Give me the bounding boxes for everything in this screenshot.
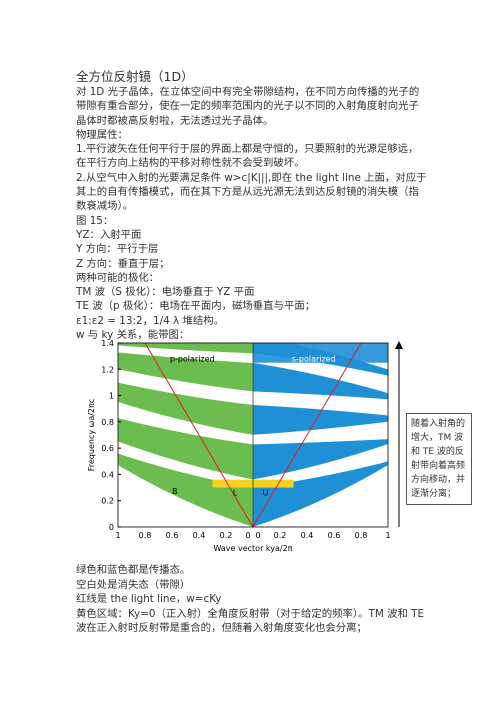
paragraph: 两种可能的极化： [76,271,160,284]
paragraph: Z 方向：垂直于层； [76,257,170,270]
y-axis-label: Frequency ωa/2πc [87,399,96,471]
paragraph: 图 15： [76,214,114,227]
paragraph: 空白处是消失态（带隙） [76,578,191,591]
x-tick-label: 0.8 [139,531,152,540]
band-diagram: 00.20.40.60.811.21.41 0.8 0.6 0.4 0.2 0 0 0.2 0.… [87,339,403,553]
point-label: U [262,488,268,497]
paragraph: 绿色和蓝色都是传播态。 [76,564,191,576]
x-tick-label: 1 [115,531,120,540]
light-line [144,342,254,528]
paragraph: TM 波（S 极化）：电场垂直于 YZ 平面 [76,286,255,299]
paragraph: w 与 ky 关系，能带图： [76,329,190,342]
light-line [252,342,362,528]
x-tick-label: 0.6 [328,531,341,540]
s-label: s-polarized [292,354,336,363]
paragraph: 黄色区域：Ky=0（正入射）全角度反射带（对于给定的频率）。TM 波和 TE 波… [76,607,425,635]
x-tick-label: 0.4 [193,531,206,540]
paragraph: YZ：入射平面 [76,228,142,241]
body: 对 1D 光子晶体，在立体空间中有完全带隙结构，在不同方向传播的光子的带隙有重合… [76,85,428,342]
x-tick-label: 0 [255,531,260,540]
y-tick-label: 0.2 [101,497,114,506]
x-tick-label: 0.4 [301,531,314,540]
paragraph: 对 1D 光子晶体，在立体空间中有完全带隙结构，在不同方向传播的光子的带隙有重合… [76,86,420,127]
x-axis-label: Wave vector kya/2π [213,544,292,553]
blue-top [253,343,388,363]
y-tick-label: 0.4 [101,470,114,479]
point-label: B [172,487,178,496]
y-tick-label: 0.6 [101,444,114,453]
paragraph: 2.从空气中入射的光要满足条件 w>c|K|||,即在 the light li… [76,171,427,213]
x-tick-label: 0.2 [274,531,287,540]
side-note: 随着入射角的增大，TM 波和 TE 波的反射带向着高频方向移动，并逐渐分离； [406,413,472,505]
y-tick-label: 1 [109,392,114,401]
band [117,342,254,354]
arrow-head [395,341,403,349]
paragraph: 物理属性： [76,128,128,141]
paragraph: Y 方向：平行于层 [76,243,159,256]
p-label: p-polarized [170,354,215,363]
x-tick-label: 0.6 [166,531,179,540]
paragraph: 1.平行波矢在任何平行于层的界面上都是守恒的，只要照射的光源足够远，在平行方向上… [76,143,419,170]
title: 全方位反射镜（1D） [76,69,194,84]
y-tick-label: 1.4 [101,339,114,348]
y-tick-label: 1.2 [101,365,114,374]
y-tick-label: 0.8 [101,418,114,427]
x-tick-label: 0.2 [220,531,233,540]
point-label: L [233,488,238,497]
paragraph: TE 波（p 极化）：电场在平面内，磁场垂直与平面； [76,300,316,313]
x-tick-label: 1 [385,531,390,540]
paragraph: 红线是 the light line，w=cKy [76,593,222,606]
x-tick-label: 0.8 [355,531,368,540]
paragraph: ε1:ε2 = 13:2，1/4 λ 堆结构。 [76,314,225,327]
y-tick-label: 0 [109,523,114,532]
x-tick-label: 0 [245,531,250,540]
after-text: 绿色和蓝色都是传播态。 空白处是消失态（带隙） 红线是 the light line… [76,563,428,636]
